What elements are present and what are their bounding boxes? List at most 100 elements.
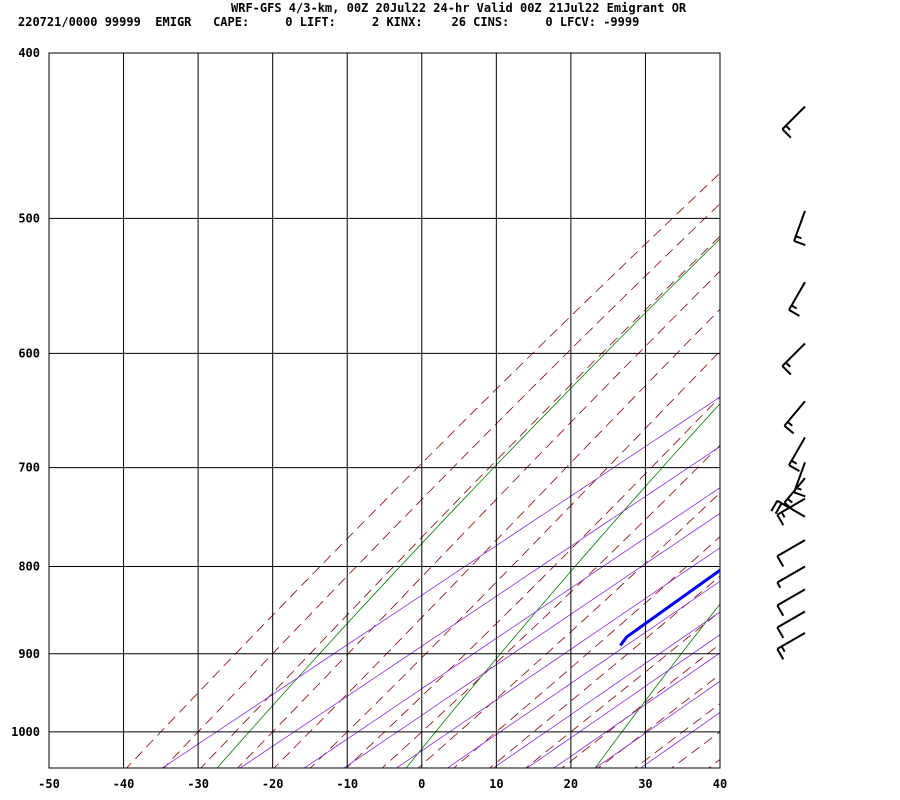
y-tick-label: 800 xyxy=(18,560,40,574)
chart-title: WRF-GFS 4/3-km, 00Z 20Jul22 24-hr Valid … xyxy=(231,1,687,15)
moist-adiabat xyxy=(634,703,720,768)
mixing-ratio-line xyxy=(303,487,720,768)
wind-barb xyxy=(776,588,806,617)
wind-barb xyxy=(781,342,806,376)
y-tick-label: 600 xyxy=(18,346,40,360)
sounding-indices: 220721/0000 99999 EMIGR CAPE: 0 LIFT: 2 … xyxy=(18,15,640,29)
wind-barb-half-feather xyxy=(787,498,793,504)
wind-barb-feather xyxy=(793,240,806,246)
moist-adiabat xyxy=(489,575,720,768)
moist-adiabat xyxy=(163,203,720,768)
wind-barb-feather xyxy=(776,626,785,639)
mixing-ratio-line xyxy=(446,580,720,768)
wind-barb-feather xyxy=(781,365,792,376)
wind-barb-feather xyxy=(776,604,785,617)
dry-adiabat xyxy=(594,603,720,768)
mixing-ratio-line xyxy=(594,680,720,768)
wind-barb xyxy=(770,499,806,518)
wind-barb xyxy=(776,565,806,589)
wind-barb-feather xyxy=(788,464,800,472)
wind-barb-feather xyxy=(793,491,806,498)
x-tick-label: -20 xyxy=(262,777,284,791)
moist-adiabat xyxy=(200,235,720,768)
x-tick-label: -10 xyxy=(336,777,358,791)
wind-barb-staff xyxy=(776,565,806,584)
wind-barb-feather xyxy=(776,555,785,568)
wind-barb-staff xyxy=(776,610,806,629)
wind-barb xyxy=(776,610,806,639)
moist-adiabat xyxy=(453,536,720,768)
wind-barb-staff xyxy=(776,632,806,650)
wind-barb xyxy=(788,281,806,317)
plot-frame xyxy=(48,52,721,769)
wind-barb-staff xyxy=(776,497,806,516)
wind-barb xyxy=(783,400,806,435)
moist-adiabat xyxy=(237,270,720,768)
wind-barb-half-feather xyxy=(780,511,786,518)
x-tick-label: -50 xyxy=(38,777,60,791)
mixing-ratio-line xyxy=(239,446,720,768)
dry-adiabat xyxy=(780,15,900,775)
mixing-ratio-line xyxy=(492,611,720,768)
x-tick-label: 30 xyxy=(638,777,652,791)
moist-adiabat xyxy=(707,758,720,768)
moist-adiabat xyxy=(525,610,720,768)
wind-barb xyxy=(776,497,806,526)
wind-barb-half-feather xyxy=(787,421,793,427)
mixing-ratio-line xyxy=(553,652,720,768)
wind-barb-staff xyxy=(776,499,806,518)
y-tick-label: 700 xyxy=(18,461,40,475)
moist-adiabat xyxy=(126,172,720,768)
mixing-ratio-line xyxy=(640,711,720,768)
wind-barb-half-feather xyxy=(776,582,782,589)
moist-adiabat xyxy=(561,643,720,768)
moist-adiabat xyxy=(597,674,720,768)
moist-adiabat xyxy=(671,731,720,768)
wind-barb xyxy=(788,436,806,472)
wind-barb-half-feather xyxy=(791,304,798,310)
dry-adiabat xyxy=(216,238,720,768)
wind-barb-half-feather xyxy=(785,124,791,131)
wind-barb xyxy=(781,105,806,139)
y-tick-label: 900 xyxy=(18,647,40,661)
wind-barb-feather xyxy=(776,514,785,526)
moist-adiabat xyxy=(309,350,720,768)
x-tick-label: 0 xyxy=(418,777,425,791)
moist-adiabat xyxy=(273,308,720,768)
mixing-ratio-line xyxy=(343,512,720,768)
wind-barb-staff xyxy=(781,105,806,130)
mixing-ratio-line xyxy=(526,634,720,768)
wind-barb-feather xyxy=(776,648,785,660)
x-tick-label: 40 xyxy=(713,777,727,791)
wind-barb-feather xyxy=(788,309,800,317)
wind-barb xyxy=(793,210,806,246)
dewpoint-profile xyxy=(619,568,720,647)
dry-adiabat xyxy=(405,403,720,768)
wind-barb xyxy=(776,632,806,660)
wind-barb-staff xyxy=(776,539,806,558)
wind-barb xyxy=(776,539,806,568)
temperature-profile xyxy=(765,107,900,646)
y-tick-label: 1000 xyxy=(11,725,40,739)
y-tick-label: 400 xyxy=(18,46,40,60)
wind-barb-half-feather xyxy=(795,235,802,240)
wind-barb-staff xyxy=(776,588,806,607)
wind-barb-half-feather xyxy=(791,459,798,465)
moist-adiabat xyxy=(381,444,720,768)
wind-barb-feather xyxy=(774,502,783,515)
wind-barb-feather xyxy=(770,500,779,512)
y-tick-label: 500 xyxy=(18,211,40,225)
x-tick-label: 10 xyxy=(489,777,503,791)
wind-barb-feather xyxy=(783,424,795,435)
x-tick-label: -40 xyxy=(113,777,135,791)
wind-barb-feather xyxy=(781,128,792,139)
mixing-ratio-line xyxy=(161,396,720,768)
mixing-ratio-line xyxy=(395,547,720,768)
wind-barb-staff xyxy=(781,342,806,367)
wind-barb-half-feather xyxy=(780,645,786,653)
wind-barb-half-feather xyxy=(785,361,791,368)
x-tick-label: -30 xyxy=(187,777,209,791)
moist-adiabat xyxy=(345,396,720,768)
x-tick-label: 20 xyxy=(564,777,578,791)
